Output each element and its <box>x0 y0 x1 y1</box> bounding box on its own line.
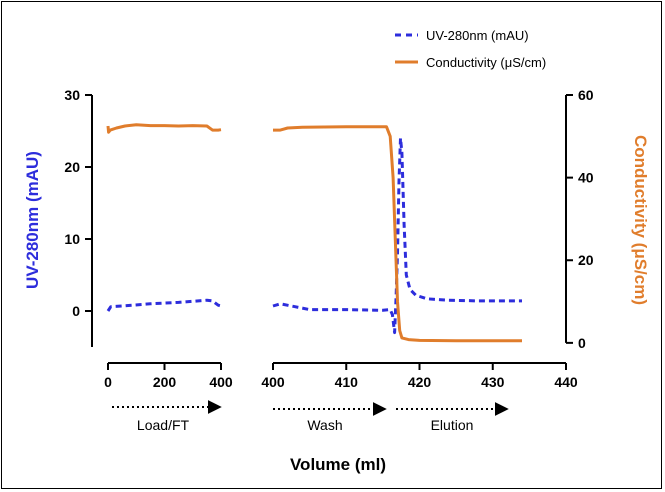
legend-label-conductivity: Conductivity (μS/cm) <box>426 55 546 70</box>
phase-label-load: Load/FT <box>137 417 190 433</box>
phase-label-wash: Wash <box>307 417 342 433</box>
x-tick-label: 440 <box>554 374 578 390</box>
y-right-tick-label: 40 <box>578 170 594 186</box>
x-tick-label: 400 <box>209 374 233 390</box>
y-left-tick-label: 10 <box>64 231 80 247</box>
y-left-tick-label: 0 <box>72 303 80 319</box>
y-left-tick-label: 20 <box>64 159 80 175</box>
x-tick-label: 410 <box>335 374 359 390</box>
x-tick-label: 0 <box>104 374 112 390</box>
legend: UV-280nm (mAU) Conductivity (μS/cm) <box>395 28 546 70</box>
conductivity-series-line-segment-1 <box>106 123 222 134</box>
x-tick-label: 400 <box>261 374 285 390</box>
x-tick-label: 200 <box>153 374 177 390</box>
y-right-tick-label: 0 <box>578 335 586 351</box>
y-left-axis-title: UV-280nm (mAU) <box>23 151 42 289</box>
axes: 0 10 20 30 0 20 40 60 0 200 400 400 410 420 430 440 <box>64 87 593 390</box>
y-left-tick-label: 30 <box>64 87 80 103</box>
x-tick-label: 430 <box>481 374 505 390</box>
conductivity-series-line-segment-2 <box>273 125 522 343</box>
phase-annotations: Load/FT Wash Elution <box>112 400 509 433</box>
y-right-tick-label: 60 <box>578 87 594 103</box>
y-right-axis-title: Conductivity (μS/cm) <box>631 135 650 305</box>
y-right-tick-label: 20 <box>578 252 594 268</box>
plot-area <box>106 123 522 343</box>
legend-label-uv: UV-280nm (mAU) <box>426 28 529 43</box>
uv-series-line-segment-2 <box>272 136 522 335</box>
x-axis-title: Volume (ml) <box>290 455 386 474</box>
phase-label-elution: Elution <box>431 417 474 433</box>
x-tick-label: 420 <box>408 374 432 390</box>
uv-series-line-segment-1 <box>106 298 222 312</box>
